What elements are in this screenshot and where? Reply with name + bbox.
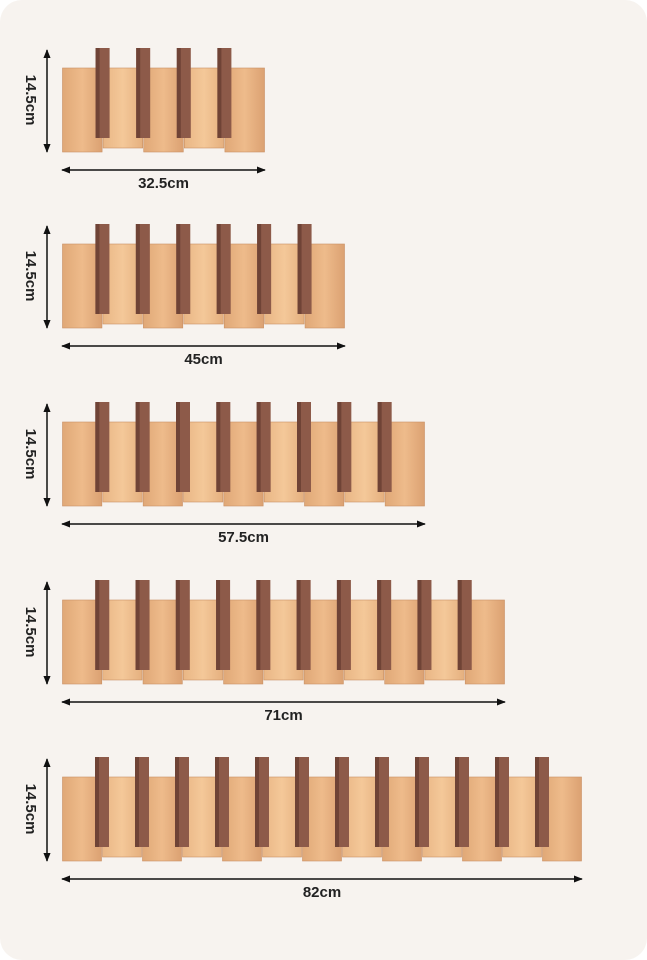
hook-shade bbox=[375, 757, 379, 847]
slat bbox=[142, 421, 183, 507]
width-label: 45cm bbox=[184, 351, 222, 368]
slat bbox=[303, 599, 344, 685]
hook-shade bbox=[415, 757, 419, 847]
hook-shade bbox=[297, 402, 301, 492]
hook-shade bbox=[535, 757, 539, 847]
slat bbox=[264, 243, 305, 325]
height-label: 14.5cm bbox=[22, 784, 39, 835]
hook-shade bbox=[217, 48, 222, 138]
hook-shade bbox=[337, 402, 342, 492]
slat bbox=[263, 599, 304, 681]
width-label: 82cm bbox=[303, 884, 341, 901]
slat bbox=[224, 67, 265, 153]
slat bbox=[344, 599, 384, 681]
hook-shade bbox=[377, 580, 382, 670]
hook-shade bbox=[95, 224, 100, 314]
height-label: 14.5cm bbox=[22, 75, 39, 126]
hook-shade bbox=[256, 580, 261, 670]
hook-shade bbox=[295, 757, 299, 847]
width-label: 57.5cm bbox=[218, 529, 269, 546]
hook-shade bbox=[335, 757, 339, 847]
slat bbox=[223, 243, 264, 329]
slat bbox=[102, 243, 143, 325]
hook-shade bbox=[296, 580, 301, 670]
hook-shade bbox=[216, 580, 221, 670]
slat bbox=[464, 599, 505, 685]
slat bbox=[223, 599, 264, 685]
height-label: 14.5cm bbox=[22, 429, 39, 480]
height-label: 14.5cm bbox=[22, 251, 39, 302]
slat bbox=[183, 243, 224, 325]
slat bbox=[344, 421, 385, 503]
slat bbox=[102, 421, 143, 503]
hook-shade bbox=[455, 757, 459, 847]
hook-shade bbox=[257, 224, 262, 314]
hook-shade bbox=[135, 402, 140, 492]
hook-shade bbox=[95, 757, 99, 847]
hook-shade bbox=[135, 580, 140, 670]
hook-shade bbox=[216, 224, 221, 314]
hook-shade bbox=[95, 580, 100, 670]
hook-shade bbox=[297, 224, 302, 314]
slat bbox=[143, 243, 184, 329]
hook-shade bbox=[175, 580, 180, 670]
hook-shade bbox=[216, 402, 221, 492]
slat bbox=[304, 243, 345, 329]
hook-shade bbox=[495, 757, 499, 847]
hook-shade bbox=[95, 48, 100, 138]
slat bbox=[304, 421, 345, 507]
width-label: 71cm bbox=[264, 707, 302, 724]
slat bbox=[384, 599, 425, 685]
hook-shade bbox=[417, 580, 422, 670]
hook-shade bbox=[135, 224, 140, 314]
hook-shade bbox=[336, 580, 341, 670]
width-label: 32.5cm bbox=[138, 175, 189, 192]
height-label: 14.5cm bbox=[22, 607, 39, 658]
hook-shade bbox=[215, 757, 219, 847]
slat bbox=[102, 67, 143, 149]
hook-shade bbox=[377, 402, 382, 492]
slat bbox=[263, 421, 304, 503]
hook-shade bbox=[176, 402, 180, 492]
hook-shade bbox=[255, 757, 259, 847]
hook-shade bbox=[176, 224, 181, 314]
hook-shade bbox=[175, 757, 179, 847]
slat bbox=[102, 599, 143, 681]
slat bbox=[183, 421, 224, 503]
hook-shade bbox=[95, 402, 100, 492]
slat bbox=[183, 599, 223, 681]
hook-shade bbox=[136, 48, 141, 138]
slat bbox=[62, 599, 103, 685]
hook-shade bbox=[135, 757, 139, 847]
hook-shade bbox=[256, 402, 261, 492]
slat bbox=[62, 421, 103, 507]
hook-shade bbox=[176, 48, 181, 138]
hook-shade bbox=[457, 580, 462, 670]
slat bbox=[62, 243, 103, 329]
